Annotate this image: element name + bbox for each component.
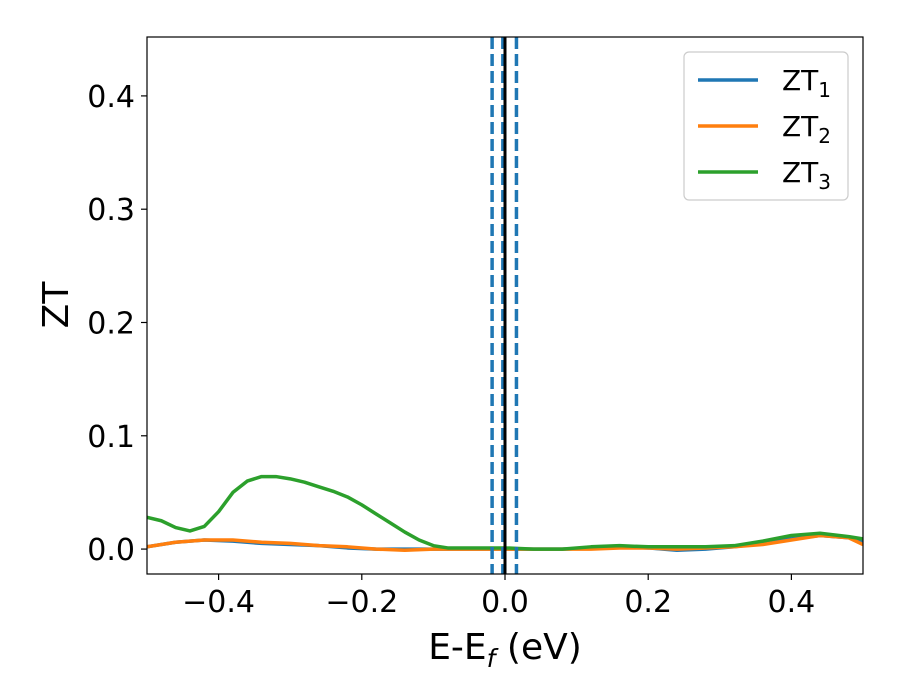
legend-items: ZT1 ZT2 ZT3 [698,64,831,194]
x-tick-label: 0.0 [481,585,529,620]
y-tick-label: 0.2 [87,306,135,341]
x-tick-label: −0.2 [325,585,398,620]
x-tick-label: −0.4 [182,585,255,620]
x-tick-label: 0.2 [624,585,672,620]
legend-label-3: ZT3 [782,156,831,194]
reference-lines [490,37,519,574]
x-axis-label: E-Ef (eV) [428,627,582,673]
legend-label-1: ZT1 [782,64,831,102]
y-axis-label: ZT [36,281,77,329]
x-axis-label-main: E-E [428,627,486,668]
y-tick-label: 0.3 [87,193,135,228]
y-tick-label: 0.1 [87,420,135,455]
series-line-3 [147,474,863,551]
y-axis-ticks: 0.0 0.1 0.2 0.3 0.4 [87,80,147,568]
x-axis-ticks: −0.4 −0.2 0.0 0.2 0.4 [182,574,815,620]
y-tick-label: 0.0 [87,533,135,568]
legend-box [683,51,849,201]
legend-label-2: ZT2 [782,110,831,148]
y-tick-label: 0.4 [87,80,135,115]
x-axis-label-unit: (eV) [495,627,581,668]
legend: ZT1 ZT2 ZT3 [683,51,849,201]
x-tick-label: 0.4 [768,585,816,620]
